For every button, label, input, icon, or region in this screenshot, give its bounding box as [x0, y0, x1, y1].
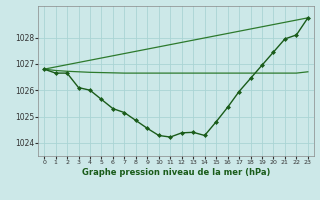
X-axis label: Graphe pression niveau de la mer (hPa): Graphe pression niveau de la mer (hPa)	[82, 168, 270, 177]
